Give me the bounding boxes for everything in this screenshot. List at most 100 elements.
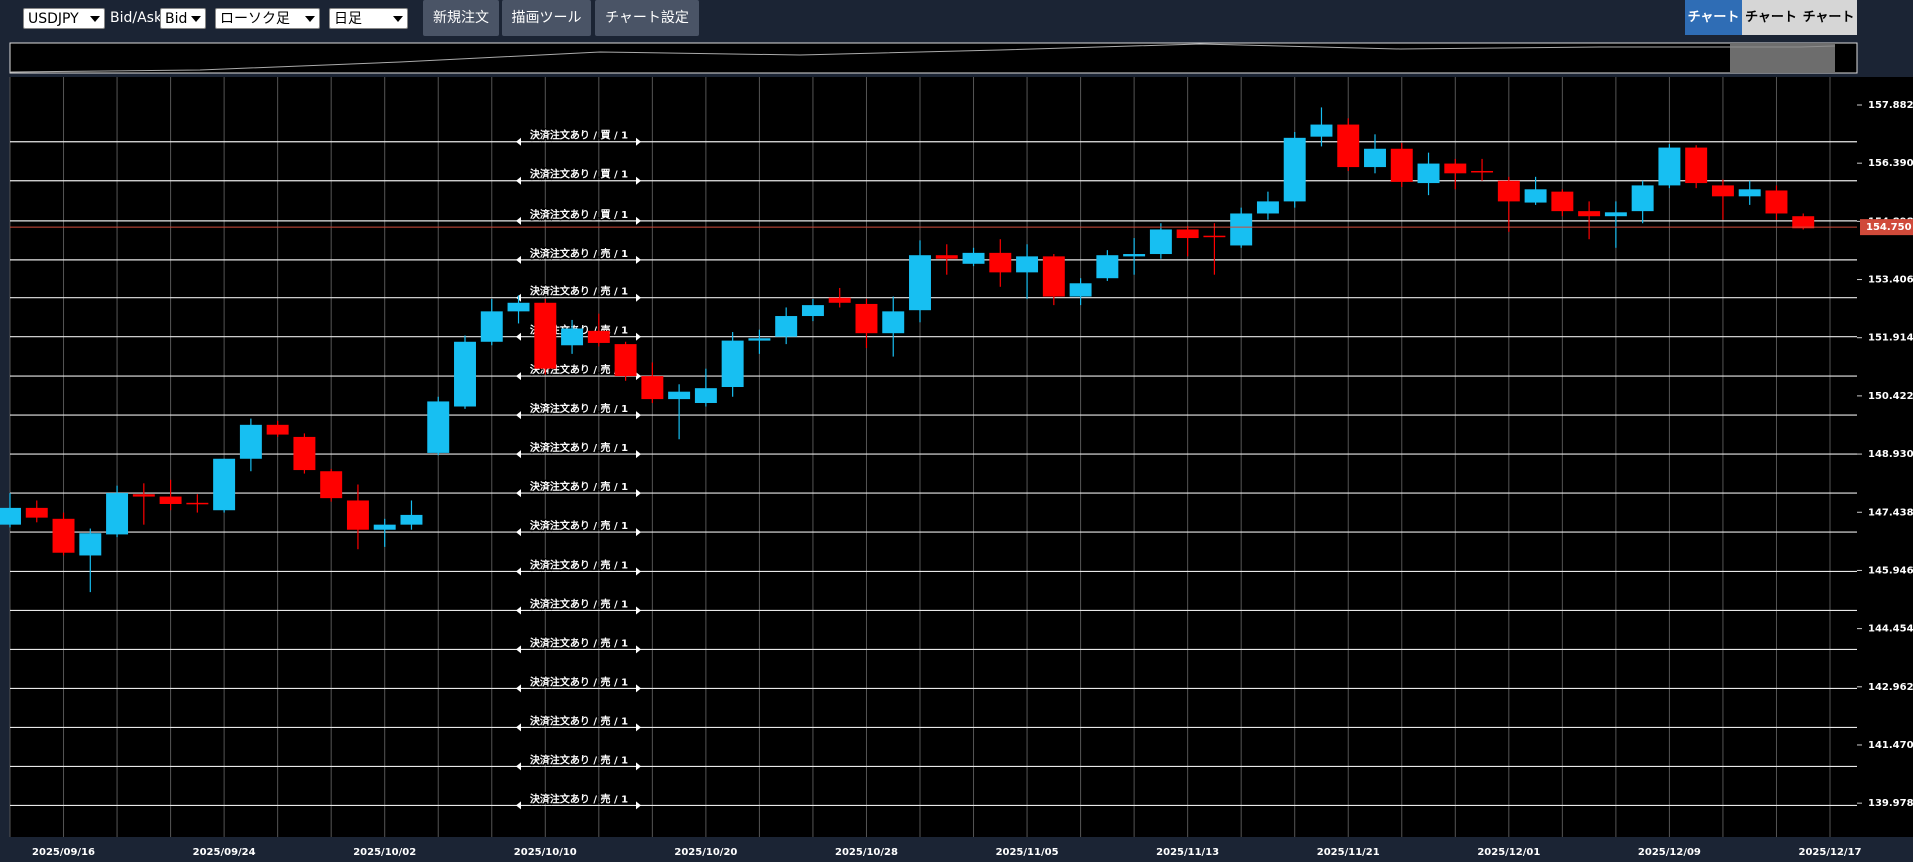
button[interactable]: チャート設定 [595, 0, 699, 36]
candle-body [1337, 124, 1360, 168]
bidask-select[interactable]: Bid [160, 8, 206, 29]
order-label: 決済注文あり / 売 / 1 [530, 247, 628, 260]
order-arrow-left [516, 762, 521, 771]
order-arrow-left [516, 684, 521, 693]
order-arrow-left [516, 801, 521, 810]
order-arrow-left [516, 450, 521, 459]
candle-body [1497, 180, 1520, 202]
candle-body [239, 424, 262, 459]
candle-body [427, 401, 450, 453]
order-arrow-left [516, 567, 521, 576]
candle-body [561, 328, 584, 346]
order-arrow-left [516, 411, 521, 420]
order-arrow-right [636, 801, 641, 810]
order-arrow-right [636, 762, 641, 771]
candle-body [534, 302, 557, 369]
order-label: 決済注文あり / 売 / 1 [530, 597, 628, 610]
x-axis-area [0, 837, 1913, 862]
candle-body [346, 500, 369, 530]
x-tick-label: 2025/09/24 [193, 847, 256, 858]
candle-body [25, 507, 48, 518]
order-label: 決済注文あり / 売 / 1 [530, 402, 628, 415]
x-tick-label: 2025/09/16 [32, 847, 95, 858]
symbol-select[interactable]: USDJPY [23, 8, 105, 29]
order-label: 決済注文あり / 売 / 1 [530, 753, 628, 766]
y-tick-label: 145.946 [1868, 565, 1913, 576]
candle-body [106, 493, 129, 535]
candle-body [775, 316, 798, 337]
tab[interactable]: チャート3 [1800, 0, 1857, 60]
order-arrow-left [516, 723, 521, 732]
button[interactable]: 描画ツール [502, 0, 591, 36]
current-price-badge [1860, 219, 1913, 236]
navigator-window[interactable] [1730, 44, 1835, 72]
candle-body [186, 502, 209, 505]
order-label: 決済注文あり / 売 / 1 [530, 519, 628, 532]
period-select[interactable]: 日足 [329, 8, 408, 29]
y-tick-label: 144.454 [1868, 624, 1913, 635]
candle-body [159, 496, 182, 504]
period-text: 日足 [334, 11, 362, 27]
candle-body [1230, 213, 1253, 246]
candle-body [801, 305, 824, 317]
candle-body [614, 344, 637, 377]
candle-body [1364, 148, 1386, 168]
candle-body [909, 255, 931, 311]
candle-body [1471, 170, 1494, 173]
x-tick-label: 2025/12/01 [1477, 847, 1540, 858]
candle-body [1096, 255, 1119, 279]
candle-body [1390, 148, 1413, 182]
bidask-text: Bid [165, 11, 188, 27]
y-tick-label: 156.390 [1868, 158, 1913, 169]
candle-body [507, 302, 530, 312]
order-arrow-left [516, 489, 521, 498]
order-arrow-right [636, 723, 641, 732]
candle-body [882, 311, 905, 334]
tab[interactable]: チャート2 [1742, 0, 1800, 60]
toolbar: USDJPY Bid/Ask Bid ローソク足 日足 新規注文 描画ツール チ… [0, 0, 1913, 60]
order-arrow-right [636, 293, 641, 302]
y-tick-label: 151.914 [1868, 333, 1913, 344]
chart-kind-select[interactable]: ローソク足 [215, 8, 320, 29]
x-tick-label: 2025/10/28 [835, 847, 898, 858]
x-tick-label: 2025/10/10 [514, 847, 577, 858]
candle-body [1283, 137, 1306, 202]
button[interactable]: 新規注文 [423, 0, 499, 36]
y-tick-label: 139.978 [1868, 798, 1913, 809]
candle-body [587, 330, 610, 343]
candle-body [373, 524, 396, 530]
order-arrow-left [516, 176, 521, 185]
order-label: 決済注文あり / 買 / 1 [530, 208, 628, 221]
order-arrow-right [636, 255, 641, 264]
candle-body [1042, 256, 1065, 297]
order-label: 決済注文あり / 買 / 1 [530, 129, 628, 142]
y-tick-label: 148.930 [1868, 449, 1913, 460]
order-arrow-left [516, 216, 521, 225]
candle-body [320, 471, 343, 499]
y-tick-label: 157.882 [1868, 100, 1913, 111]
current-price-label: 154.750 [1866, 222, 1912, 233]
y-tick-label: 150.422 [1868, 391, 1913, 402]
candle-body [1149, 229, 1172, 255]
candle-body [1738, 189, 1761, 197]
y-axis-area [1857, 77, 1913, 862]
candle-body [79, 533, 102, 556]
candle-body [721, 340, 744, 388]
symbol-text: USDJPY [28, 11, 79, 27]
x-tick-label: 2025/10/20 [674, 847, 737, 858]
x-tick-label: 2025/11/21 [1317, 847, 1380, 858]
x-tick-label: 2025/10/02 [353, 847, 416, 858]
candle-body [694, 388, 717, 403]
order-label: 決済注文あり / 売 / 1 [530, 558, 628, 571]
candle-body [668, 391, 691, 400]
order-arrow-left [516, 372, 521, 381]
x-tick-label: 2025/12/09 [1638, 847, 1701, 858]
candle-body [1203, 235, 1226, 238]
plot-area [10, 77, 1857, 837]
x-tick-label: 2025/12/17 [1799, 847, 1862, 858]
candle-body [52, 518, 75, 553]
candle-body [1444, 163, 1467, 174]
y-tick-label: 147.438 [1868, 507, 1913, 518]
candle-body [935, 255, 958, 259]
